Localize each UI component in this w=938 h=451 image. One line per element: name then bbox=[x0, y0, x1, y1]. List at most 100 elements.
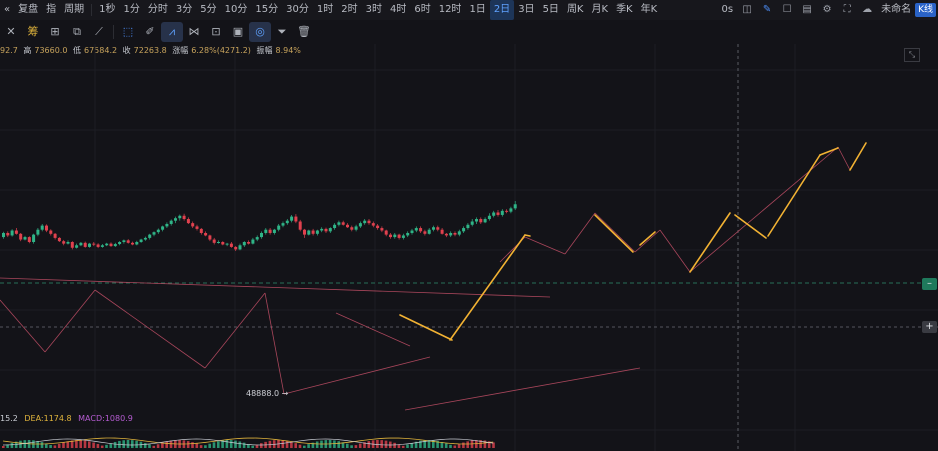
pencil-icon[interactable]: ✐ bbox=[145, 25, 155, 38]
macd-bar-72 bbox=[311, 442, 315, 448]
back-button[interactable]: « bbox=[4, 4, 11, 15]
candle-body-95 bbox=[410, 230, 414, 233]
high-value: 73660.0 bbox=[34, 46, 68, 55]
camera-icon[interactable]: ◫ bbox=[742, 4, 752, 15]
interval-tab-7[interactable]: 30分 bbox=[286, 4, 309, 15]
candle-body-58 bbox=[251, 239, 255, 244]
layout-icon[interactable]: ▤ bbox=[802, 4, 812, 15]
candle-body-26 bbox=[113, 244, 117, 247]
interval-tab-15[interactable]: 2日 bbox=[489, 0, 515, 20]
macd-bar-26 bbox=[113, 441, 117, 448]
interval-tab-2[interactable]: 分时 bbox=[147, 4, 168, 15]
macd-bar-114 bbox=[492, 442, 495, 448]
ohlc-info: 92.7 高 73660.0 低 67584.2 收 72263.8 涨幅 6.28%(… bbox=[0, 45, 304, 56]
macd-bar-28 bbox=[122, 440, 125, 448]
fullscreen-icon[interactable]: ⛶ bbox=[843, 4, 851, 15]
box-icon[interactable]: ⬚ bbox=[122, 25, 134, 38]
interval-tab-9[interactable]: 2时 bbox=[341, 4, 358, 15]
candle-body-105 bbox=[453, 232, 457, 235]
lock-icon[interactable]: ⊡ bbox=[211, 25, 221, 38]
macd-bar-51 bbox=[221, 440, 224, 448]
candle-body-116 bbox=[500, 210, 504, 215]
expand-icon[interactable]: ⤡ bbox=[904, 48, 920, 62]
candle-body-89 bbox=[384, 230, 388, 235]
interval-tab-3[interactable]: 3分 bbox=[175, 4, 193, 15]
interval-tab-5[interactable]: 10分 bbox=[224, 4, 248, 15]
trash-icon[interactable]: 🗑 bbox=[297, 25, 311, 38]
macd-bar-101 bbox=[436, 440, 439, 448]
trendline-6 bbox=[283, 356, 431, 395]
candle-body-70 bbox=[303, 229, 306, 235]
change-label: 涨幅 bbox=[172, 46, 189, 55]
pen-icon[interactable]: ✎ bbox=[762, 4, 772, 15]
line-icon[interactable]: ⟋ bbox=[95, 25, 103, 38]
interval-tab-17[interactable]: 5日 bbox=[542, 4, 559, 15]
macd-dea-line bbox=[2, 437, 494, 445]
interval-tab-14[interactable]: 1日 bbox=[469, 4, 486, 15]
projection-segment-0 bbox=[449, 234, 526, 341]
indicator-dropdown[interactable]: 指 bbox=[46, 4, 57, 15]
candle-body-30 bbox=[131, 242, 134, 245]
layout-name-dropdown[interactable]: 未命名 bbox=[881, 4, 912, 15]
macd-bar-43 bbox=[186, 441, 190, 448]
cloud-icon[interactable]: ☁ bbox=[862, 4, 873, 15]
candle-body-33 bbox=[143, 237, 147, 240]
candle-body-47 bbox=[204, 232, 208, 236]
candle-body-18 bbox=[79, 242, 83, 246]
interval-tab-8[interactable]: 1时 bbox=[316, 4, 334, 15]
interval-tab-21[interactable]: 年K bbox=[640, 4, 658, 15]
settings-icon[interactable]: ⚙ bbox=[822, 4, 832, 15]
price-tag-current[interactable]: – bbox=[922, 278, 937, 290]
interval-tab-10[interactable]: 3时 bbox=[365, 4, 382, 15]
interval-tab-0[interactable]: 1秒 bbox=[99, 4, 116, 15]
trendline-12 bbox=[594, 212, 636, 253]
trendline-0 bbox=[0, 277, 551, 298]
macd-bar-14 bbox=[62, 442, 65, 448]
replay-button[interactable]: 复盘 bbox=[18, 4, 39, 15]
chart-type-button[interactable]: K线 bbox=[915, 3, 936, 17]
interval-tab-6[interactable]: 15分 bbox=[255, 4, 279, 15]
projection-path bbox=[399, 142, 867, 341]
candle-body-113 bbox=[487, 215, 491, 220]
add-alert-button[interactable]: + bbox=[922, 321, 937, 333]
interval-tab-4[interactable]: 5分 bbox=[200, 4, 217, 15]
fibonacci-icon[interactable]: 筹 bbox=[27, 25, 39, 38]
crosshair-icon[interactable]: ⊞ bbox=[50, 25, 60, 38]
candle-body-107 bbox=[462, 228, 466, 232]
pattern-icon[interactable]: ⩘ bbox=[161, 22, 183, 42]
candle-body-79 bbox=[341, 222, 345, 225]
candle-body-10 bbox=[45, 225, 48, 231]
candle-body-110 bbox=[475, 219, 478, 222]
candle-body-39 bbox=[169, 220, 173, 224]
interval-tab-11[interactable]: 4时 bbox=[389, 4, 407, 15]
macd-bar-3 bbox=[14, 441, 18, 448]
candle-body-31 bbox=[135, 242, 139, 245]
interval-tab-13[interactable]: 12时 bbox=[438, 4, 462, 15]
interval-tab-20[interactable]: 季K bbox=[616, 4, 633, 15]
macd-bar-39 bbox=[169, 440, 173, 448]
macd-bar-112 bbox=[483, 440, 487, 448]
macd-bar-56 bbox=[242, 442, 246, 448]
x-icon[interactable]: ✕ bbox=[6, 25, 16, 38]
macd-bar-80 bbox=[346, 443, 349, 448]
interval-tab-1[interactable]: 1分 bbox=[123, 4, 140, 15]
low-value: 67584.2 bbox=[84, 46, 118, 55]
macd-bar-0 bbox=[2, 446, 5, 448]
copy-icon[interactable]: ⧉ bbox=[73, 25, 81, 38]
candle-body-14 bbox=[62, 241, 66, 244]
trendline-15 bbox=[689, 146, 839, 273]
text-note-icon[interactable]: ▣ bbox=[232, 25, 244, 38]
note-icon[interactable]: ☐ bbox=[782, 4, 792, 15]
interval-tab-18[interactable]: 周K bbox=[566, 4, 584, 15]
wave-icon[interactable]: ⋈ bbox=[188, 25, 200, 38]
macd-bar-48 bbox=[208, 443, 211, 448]
interval-tab-16[interactable]: 3日 bbox=[518, 4, 535, 15]
interval-tab-19[interactable]: 月K bbox=[591, 4, 609, 15]
interval-tab-12[interactable]: 6时 bbox=[414, 4, 431, 15]
candle-body-68 bbox=[294, 216, 298, 222]
magnet-icon[interactable]: ◎ bbox=[249, 22, 271, 42]
period-dropdown[interactable]: 周期 bbox=[64, 4, 85, 15]
filter-icon[interactable]: ⏷ bbox=[277, 25, 287, 38]
drawing-toolbar: ✕ 筹 ⊞ ⧉ ⟋ ⬚ ✐ ⩘ ⋈ ⊡ ▣ ◎ ⏷ 🗑 bbox=[0, 21, 315, 43]
